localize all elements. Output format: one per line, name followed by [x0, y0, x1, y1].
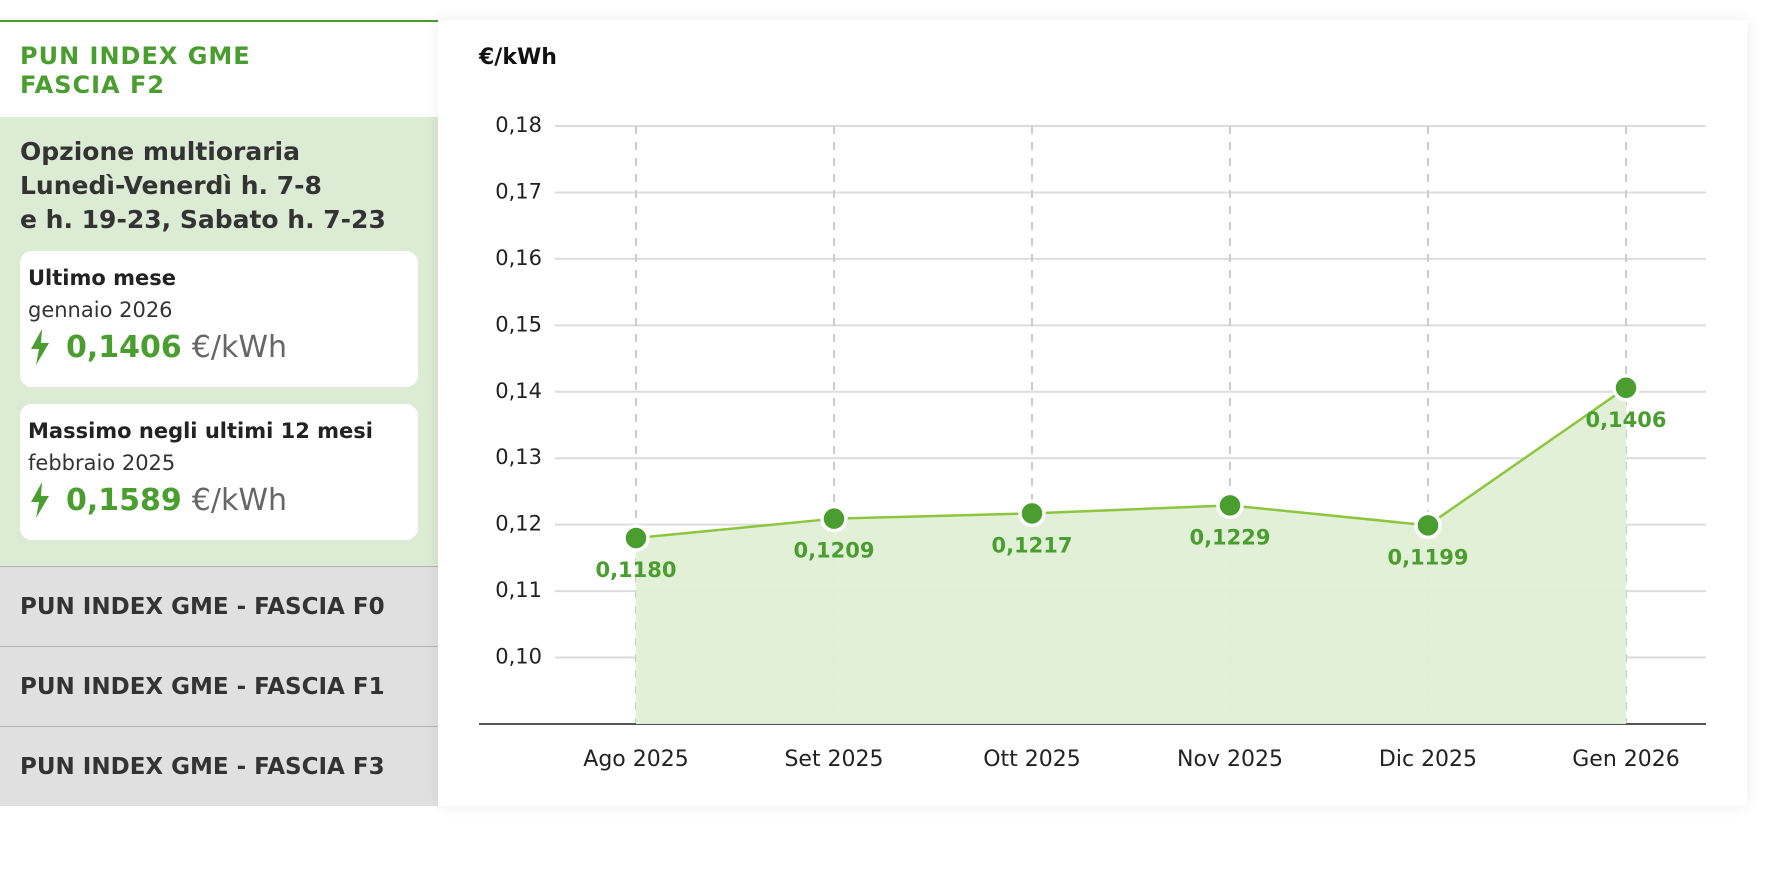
tab[interactable]: PUN INDEX GME - FASCIA F0: [0, 566, 438, 646]
data-label: 0,1180: [595, 558, 676, 582]
active-panel: Opzione multioraria Lunedì-Venerdì h. 7-…: [0, 117, 438, 566]
card-heading: Ultimo mese: [28, 266, 176, 290]
description-line: Opzione multioraria: [20, 137, 300, 166]
x-tick-label: Set 2025: [784, 747, 883, 772]
card-heading: Massimo negli ultimi 12 mesi: [28, 419, 373, 443]
card-value: 0,1406: [66, 329, 182, 365]
tab[interactable]: PUN INDEX GME - FASCIA F3: [0, 726, 438, 806]
y-tick-label: 0,14: [495, 379, 542, 403]
point: [1612, 374, 1640, 402]
card-period: febbraio 2025: [28, 451, 176, 475]
title-line: FASCIA F2: [20, 71, 166, 99]
active-tab-title[interactable]: PUN INDEX GME FASCIA F2: [0, 20, 438, 117]
data-label: 0,1209: [793, 539, 874, 563]
bolt-icon: [31, 329, 49, 365]
chart: €/kWh 0,10 0,11 0,12 0,13 0,14 0,15 0,16 0,17 0,…: [478, 45, 1706, 772]
point: [1216, 491, 1244, 520]
title-line: PUN INDEX GME: [20, 42, 251, 70]
data-label: 0,1406: [1585, 408, 1666, 432]
card-period: gennaio 2026: [28, 298, 173, 322]
point: [1018, 499, 1046, 528]
y-tick-label: 0,16: [495, 246, 542, 270]
x-tick-label: Ago 2025: [583, 747, 688, 772]
data-label: 0,1229: [1189, 525, 1270, 549]
x-tick-label: Nov 2025: [1177, 747, 1283, 772]
point: [1414, 511, 1442, 540]
chart-panel: €/kWh 0,10 0,11 0,12 0,13 0,14 0,15 0,16 0,17 0,…: [438, 20, 1747, 806]
x-tick-label: Ott 2025: [983, 747, 1081, 772]
y-tick-label: 0,13: [495, 445, 542, 469]
line: [635, 386, 1627, 540]
card: Ultimo mese gennaio 2026 0,1406 €/kWh: [20, 251, 418, 387]
y-tick-label: 0,10: [495, 645, 542, 669]
description: Opzione multioraria Lunedì-Venerdì h. 7-…: [20, 135, 418, 237]
card-value-row: 0,1406 €/kWh: [28, 329, 410, 365]
description-line: e h. 19-23, Sabato h. 7-23: [20, 205, 386, 234]
card-value-row: 0,1589 €/kWh: [28, 482, 410, 518]
sidebar: PUN INDEX GME FASCIA F2 Opzione multiora…: [0, 20, 438, 806]
y-tick-label: 0,12: [495, 512, 542, 536]
card-unit: €/kWh: [191, 329, 288, 365]
y-tick-label: 0,15: [495, 312, 542, 336]
y-tick-label: 0,18: [495, 113, 542, 137]
tab[interactable]: PUN INDEX GME - FASCIA F1: [0, 646, 438, 726]
data-label: 0,1217: [991, 533, 1072, 557]
card-value: 0,1589: [66, 482, 182, 518]
y-tick-label: 0,11: [495, 578, 542, 602]
area: [636, 387, 1626, 724]
point: [622, 524, 650, 552]
x-tick-label: Gen 2026: [1572, 747, 1680, 772]
card-unit: €/kWh: [191, 482, 288, 518]
bolt-icon: [31, 482, 49, 518]
point: [820, 504, 848, 533]
y-tick-label: 0,17: [495, 179, 542, 203]
card: Massimo negli ultimi 12 mesi febbraio 20…: [20, 404, 418, 540]
y-axis-label: €/kWh: [478, 45, 557, 70]
x-tick-label: Dic 2025: [1379, 747, 1477, 772]
data-label: 0,1199: [1387, 545, 1468, 569]
description-line: Lunedì-Venerdì h. 7-8: [20, 171, 322, 200]
